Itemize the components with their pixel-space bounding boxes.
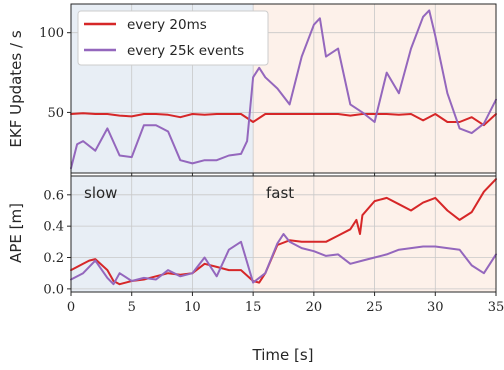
- bottom-line-every-25k-events: [70, 233, 497, 286]
- region-label-slow: slow: [84, 184, 117, 202]
- bottom-panel-ape: 0.0 0.2 0.4 0.6 0 5 10 15 20 25 30 35 slow fast AP…: [7, 175, 504, 364]
- x-tick-label: 25: [366, 300, 383, 315]
- top-line-every-20ms: [70, 112, 497, 127]
- x-axis-label: Time [s]: [252, 346, 314, 364]
- top-line-every-25k-events: [70, 9, 497, 170]
- legend-label-every-25k-events: every 25k events: [127, 43, 244, 59]
- top-y-ticks: 50 100: [39, 26, 71, 121]
- top-y-axis-label: EKF Updates / s: [7, 30, 25, 147]
- x-tick-label: 35: [488, 300, 504, 315]
- region-label-fast: fast: [266, 184, 294, 202]
- x-tick-label: 30: [427, 300, 444, 315]
- bottom-slow-region: [71, 176, 253, 292]
- top-panel-ekf-updates: 50 100 EKF Updates / s every 20ms every 2…: [7, 3, 497, 177]
- x-tick-label: 10: [184, 300, 201, 315]
- x-tick-label: 15: [245, 300, 262, 315]
- top-y-tick-label: 100: [39, 26, 64, 41]
- x-tick-label: 5: [128, 300, 136, 315]
- x-tick-label: 20: [306, 300, 323, 315]
- bottom-frame: [70, 175, 497, 293]
- bottom-y-tick-label: 0.6: [43, 188, 64, 203]
- bottom-y-tick-label: 0.4: [43, 220, 64, 235]
- bottom-y-tick-label: 0.0: [43, 282, 64, 297]
- top-series: [70, 9, 497, 170]
- x-tick-label: 0: [67, 300, 75, 315]
- bottom-y-ticks: 0.0 0.2 0.4 0.6: [43, 188, 71, 297]
- legend-label-every-20ms: every 20ms: [127, 17, 207, 33]
- top-frame: [70, 3, 497, 174]
- bottom-y-tick-label: 0.2: [43, 251, 64, 266]
- bottom-y-axis-label: APE [m]: [7, 203, 25, 263]
- bottom-x-ticks: 0 5 10 15 20 25 30 35: [67, 300, 504, 315]
- legend-box: [77, 10, 269, 66]
- bottom-series: [70, 178, 497, 286]
- legend: every 20ms every 25k events: [77, 10, 269, 66]
- top-y-tick-label: 50: [47, 106, 64, 121]
